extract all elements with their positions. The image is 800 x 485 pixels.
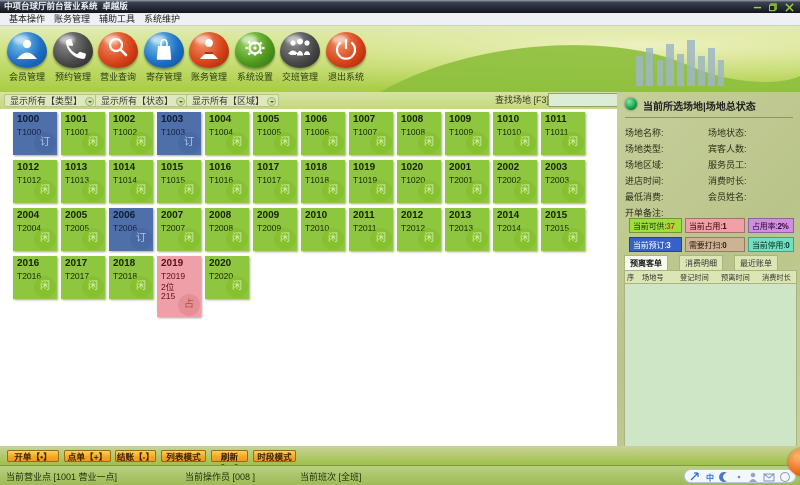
svg-text:中: 中 [706, 473, 714, 483]
